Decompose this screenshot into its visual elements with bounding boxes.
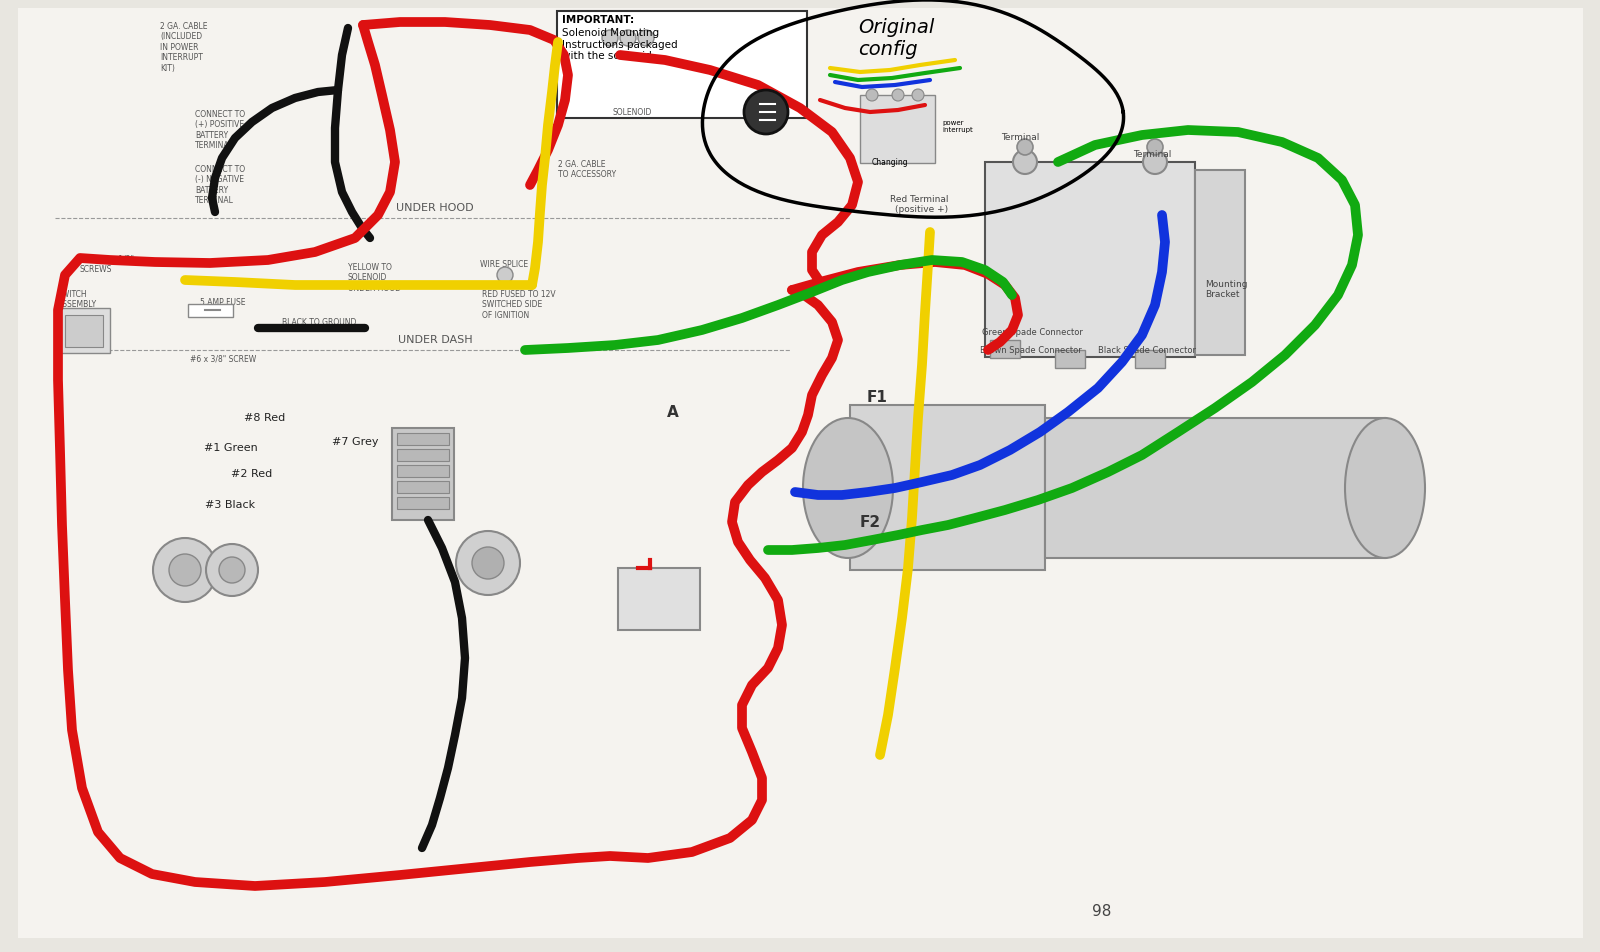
Text: power
interrupt: power interrupt xyxy=(942,120,973,133)
Text: RED FUSED TO 12V
SWITCHED SIDE
OF IGNITION: RED FUSED TO 12V SWITCHED SIDE OF IGNITI… xyxy=(482,290,555,320)
Bar xyxy=(595,50,666,105)
Circle shape xyxy=(912,89,925,101)
Ellipse shape xyxy=(1346,418,1426,558)
Text: CONNECT TO
(-) NEGATIVE
BATTERY
TERMINAL: CONNECT TO (-) NEGATIVE BATTERY TERMINAL xyxy=(195,165,245,206)
Text: Solenoid Mounting
Instructions packaged
with the solenoid: Solenoid Mounting Instructions packaged … xyxy=(562,28,678,61)
Circle shape xyxy=(621,30,637,46)
Text: UNDER DASH: UNDER DASH xyxy=(398,335,472,345)
Bar xyxy=(1195,170,1245,355)
Text: Original
config: Original config xyxy=(858,18,934,59)
Bar xyxy=(618,568,701,630)
Bar xyxy=(189,304,234,317)
Circle shape xyxy=(1147,139,1163,155)
Ellipse shape xyxy=(803,418,893,558)
Text: YELLOW TO
SOLENOID
UNDER HOOD: YELLOW TO SOLENOID UNDER HOOD xyxy=(349,263,402,293)
Text: #2 Red: #2 Red xyxy=(230,469,272,479)
Circle shape xyxy=(154,538,218,602)
Bar xyxy=(397,465,450,477)
Bar xyxy=(986,162,1195,357)
Text: IMPORTANT:: IMPORTANT: xyxy=(562,15,634,25)
Text: Green Spade Connector: Green Spade Connector xyxy=(982,328,1083,337)
Bar xyxy=(397,433,450,445)
Circle shape xyxy=(472,547,504,579)
Text: (2) #10 x 1/2"
SCREWS: (2) #10 x 1/2" SCREWS xyxy=(80,255,134,274)
Circle shape xyxy=(1013,150,1037,174)
Text: #8 Red: #8 Red xyxy=(243,413,285,423)
Circle shape xyxy=(866,89,878,101)
Circle shape xyxy=(1018,139,1034,155)
Circle shape xyxy=(219,557,245,583)
Text: #6 x 3/8" SCREW: #6 x 3/8" SCREW xyxy=(190,355,256,364)
Bar xyxy=(1054,350,1085,368)
Text: Black Spade Connector: Black Spade Connector xyxy=(1098,346,1197,355)
Bar xyxy=(1045,418,1386,558)
Text: A: A xyxy=(667,405,678,420)
Circle shape xyxy=(1142,150,1166,174)
Circle shape xyxy=(206,544,258,596)
Bar xyxy=(861,95,934,163)
Text: F1: F1 xyxy=(867,390,888,405)
Text: Mounting
Bracket: Mounting Bracket xyxy=(1205,280,1248,299)
Text: Brown Spade Connector: Brown Spade Connector xyxy=(979,346,1082,355)
Text: F2: F2 xyxy=(859,515,880,530)
Circle shape xyxy=(456,531,520,595)
Circle shape xyxy=(744,90,787,134)
Text: UNDER HOOD: UNDER HOOD xyxy=(397,203,474,213)
Bar xyxy=(850,405,1045,570)
FancyBboxPatch shape xyxy=(557,11,806,118)
Text: 2 GA. CABLE
(INCLUDED
IN POWER
INTERRUPT
KIT): 2 GA. CABLE (INCLUDED IN POWER INTERRUPT… xyxy=(160,22,208,72)
Bar xyxy=(990,340,1021,358)
Circle shape xyxy=(638,30,654,46)
Bar xyxy=(1134,350,1165,368)
Bar xyxy=(66,315,102,347)
Text: 5 AMP FUSE: 5 AMP FUSE xyxy=(200,298,245,307)
Text: Terminal: Terminal xyxy=(1002,133,1038,142)
Circle shape xyxy=(498,267,514,283)
Text: #7 Grey: #7 Grey xyxy=(331,437,378,447)
Circle shape xyxy=(170,554,202,586)
Text: Red Terminal
(positive +): Red Terminal (positive +) xyxy=(890,195,947,214)
Bar xyxy=(397,497,450,509)
Text: SOLENOID: SOLENOID xyxy=(613,108,651,117)
Bar xyxy=(397,449,450,461)
Text: SWITCH
ASSEMBLY
(3 PCS.): SWITCH ASSEMBLY (3 PCS.) xyxy=(58,290,98,320)
Text: #3 Black: #3 Black xyxy=(205,500,254,510)
Text: Changing: Changing xyxy=(872,158,909,167)
Text: 2 GA. CABLE
TO ACCESSORY: 2 GA. CABLE TO ACCESSORY xyxy=(558,160,616,179)
Text: 98: 98 xyxy=(1093,904,1112,920)
Bar xyxy=(397,481,450,493)
Text: #1 Green: #1 Green xyxy=(205,443,258,453)
Text: BLACK TO GROUND: BLACK TO GROUND xyxy=(282,318,357,327)
Text: WIRE SPLICE: WIRE SPLICE xyxy=(480,260,528,269)
Text: CONNECT TO
(+) POSITIVE
BATTERY
TERMINAL: CONNECT TO (+) POSITIVE BATTERY TERMINAL xyxy=(195,110,245,150)
Circle shape xyxy=(893,89,904,101)
Bar xyxy=(58,308,110,353)
Text: Terminal: Terminal xyxy=(1133,150,1171,159)
Bar xyxy=(392,428,454,520)
Circle shape xyxy=(602,30,618,46)
